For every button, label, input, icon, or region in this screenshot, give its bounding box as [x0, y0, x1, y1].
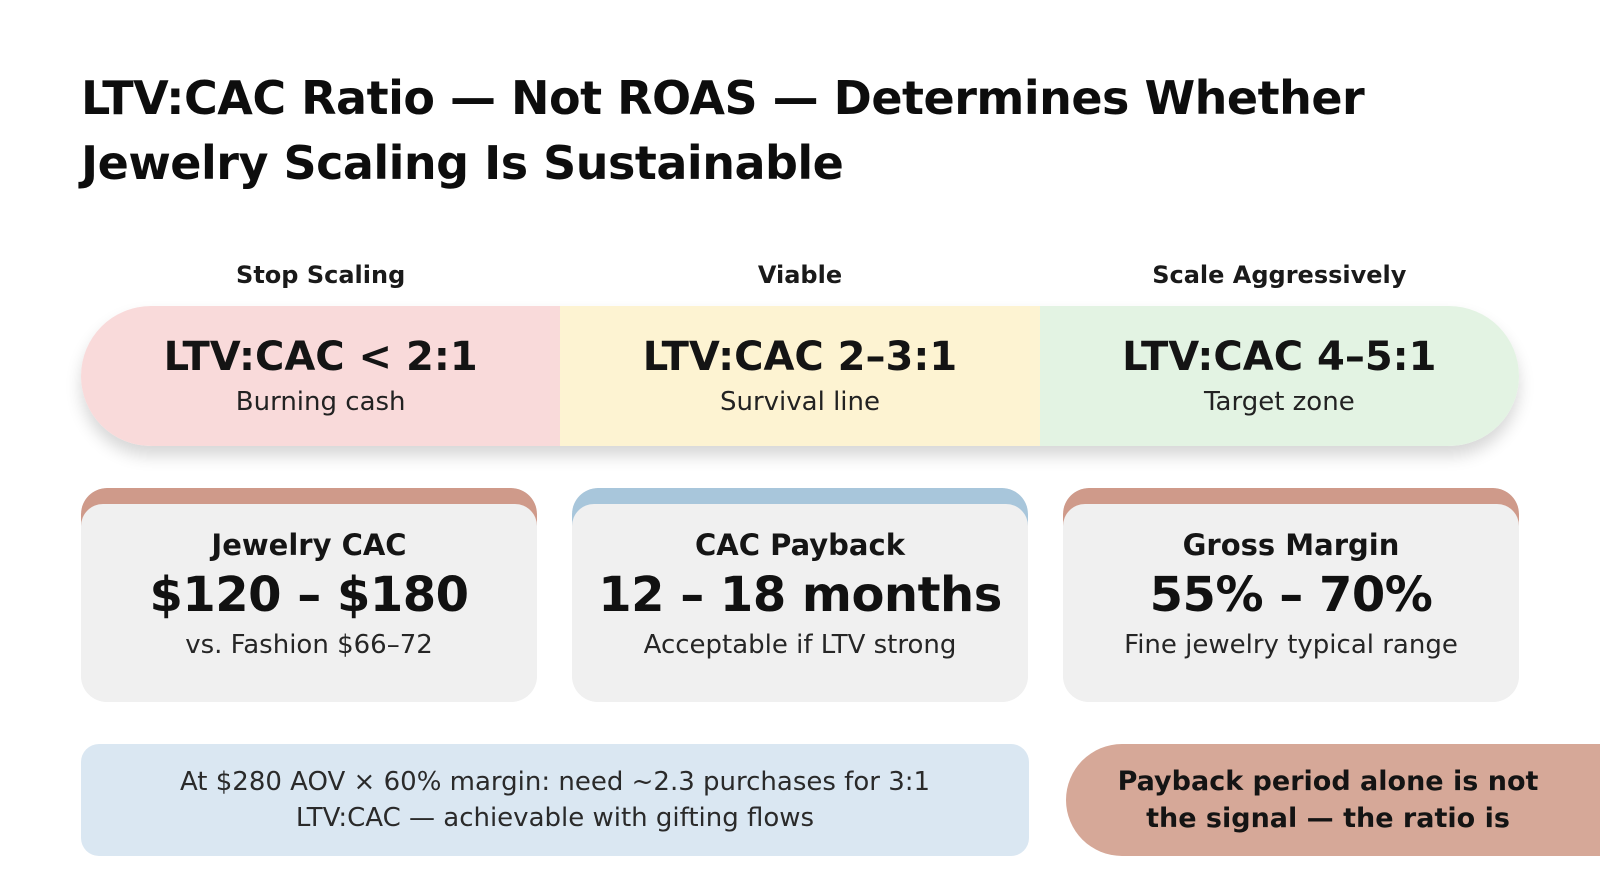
card-note: Fine jewelry typical range	[1124, 630, 1458, 660]
card-cac-payback: CAC Payback 12 – 18 months Acceptable if…	[572, 488, 1028, 702]
card-label: Jewelry CAC	[211, 528, 407, 562]
zone-description: Burning cash	[235, 387, 406, 417]
page-title: LTV:CAC Ratio — Not ROAS — Determines Wh…	[81, 71, 1365, 190]
zone-description: Target zone	[1203, 387, 1355, 417]
zone-ratio: LTV:CAC < 2:1	[163, 334, 478, 380]
card-gross-margin: Gross Margin 55% – 70% Fine jewelry typi…	[1063, 488, 1519, 702]
zone-target: LTV:CAC 4–5:1 Target zone	[1039, 306, 1519, 446]
card-label: Gross Margin	[1182, 528, 1400, 562]
card-value: 55% – 70%	[1149, 567, 1433, 623]
callout-text: Payback period alone is not the signal —…	[1117, 766, 1539, 834]
note-text: At $280 AOV × 60% margin: need ~2.3 purc…	[179, 767, 931, 833]
card-body: Jewelry CAC $120 – $180 vs. Fashion $66–…	[81, 504, 537, 702]
card-jewelry-cac: Jewelry CAC $120 – $180 vs. Fashion $66–…	[81, 488, 537, 702]
zone-description: Survival line	[719, 387, 880, 417]
zone-labels: Stop Scaling Viable Scale Aggressively	[81, 255, 1519, 295]
ltv-cac-zone-bar: LTV:CAC < 2:1 Burning cash LTV:CAC 2–3:1…	[81, 306, 1519, 446]
card-note: vs. Fashion $66–72	[185, 630, 433, 660]
aov-margin-note: At $280 AOV × 60% margin: need ~2.3 purc…	[81, 744, 1029, 856]
zone-survival-line: LTV:CAC 2–3:1 Survival line	[560, 306, 1040, 446]
zone-label-stop-scaling: Stop Scaling	[236, 261, 406, 289]
payback-callout: Payback period alone is not the signal —…	[1066, 744, 1600, 856]
metric-cards: Jewelry CAC $120 – $180 vs. Fashion $66–…	[81, 488, 1519, 702]
zone-burning-cash: LTV:CAC < 2:1 Burning cash	[81, 306, 561, 446]
card-value: 12 – 18 months	[598, 567, 1002, 623]
card-note: Acceptable if LTV strong	[643, 630, 957, 660]
card-label: CAC Payback	[695, 528, 905, 562]
zone-ratio: LTV:CAC 2–3:1	[642, 334, 958, 380]
zone-ratio: LTV:CAC 4–5:1	[1122, 334, 1437, 380]
zone-label-viable: Viable	[757, 261, 843, 289]
zone-label-scale-aggressively: Scale Aggressively	[1152, 261, 1407, 289]
card-body: Gross Margin 55% – 70% Fine jewelry typi…	[1063, 504, 1519, 702]
card-value: $120 – $180	[149, 567, 469, 623]
card-body: CAC Payback 12 – 18 months Acceptable if…	[572, 504, 1028, 702]
